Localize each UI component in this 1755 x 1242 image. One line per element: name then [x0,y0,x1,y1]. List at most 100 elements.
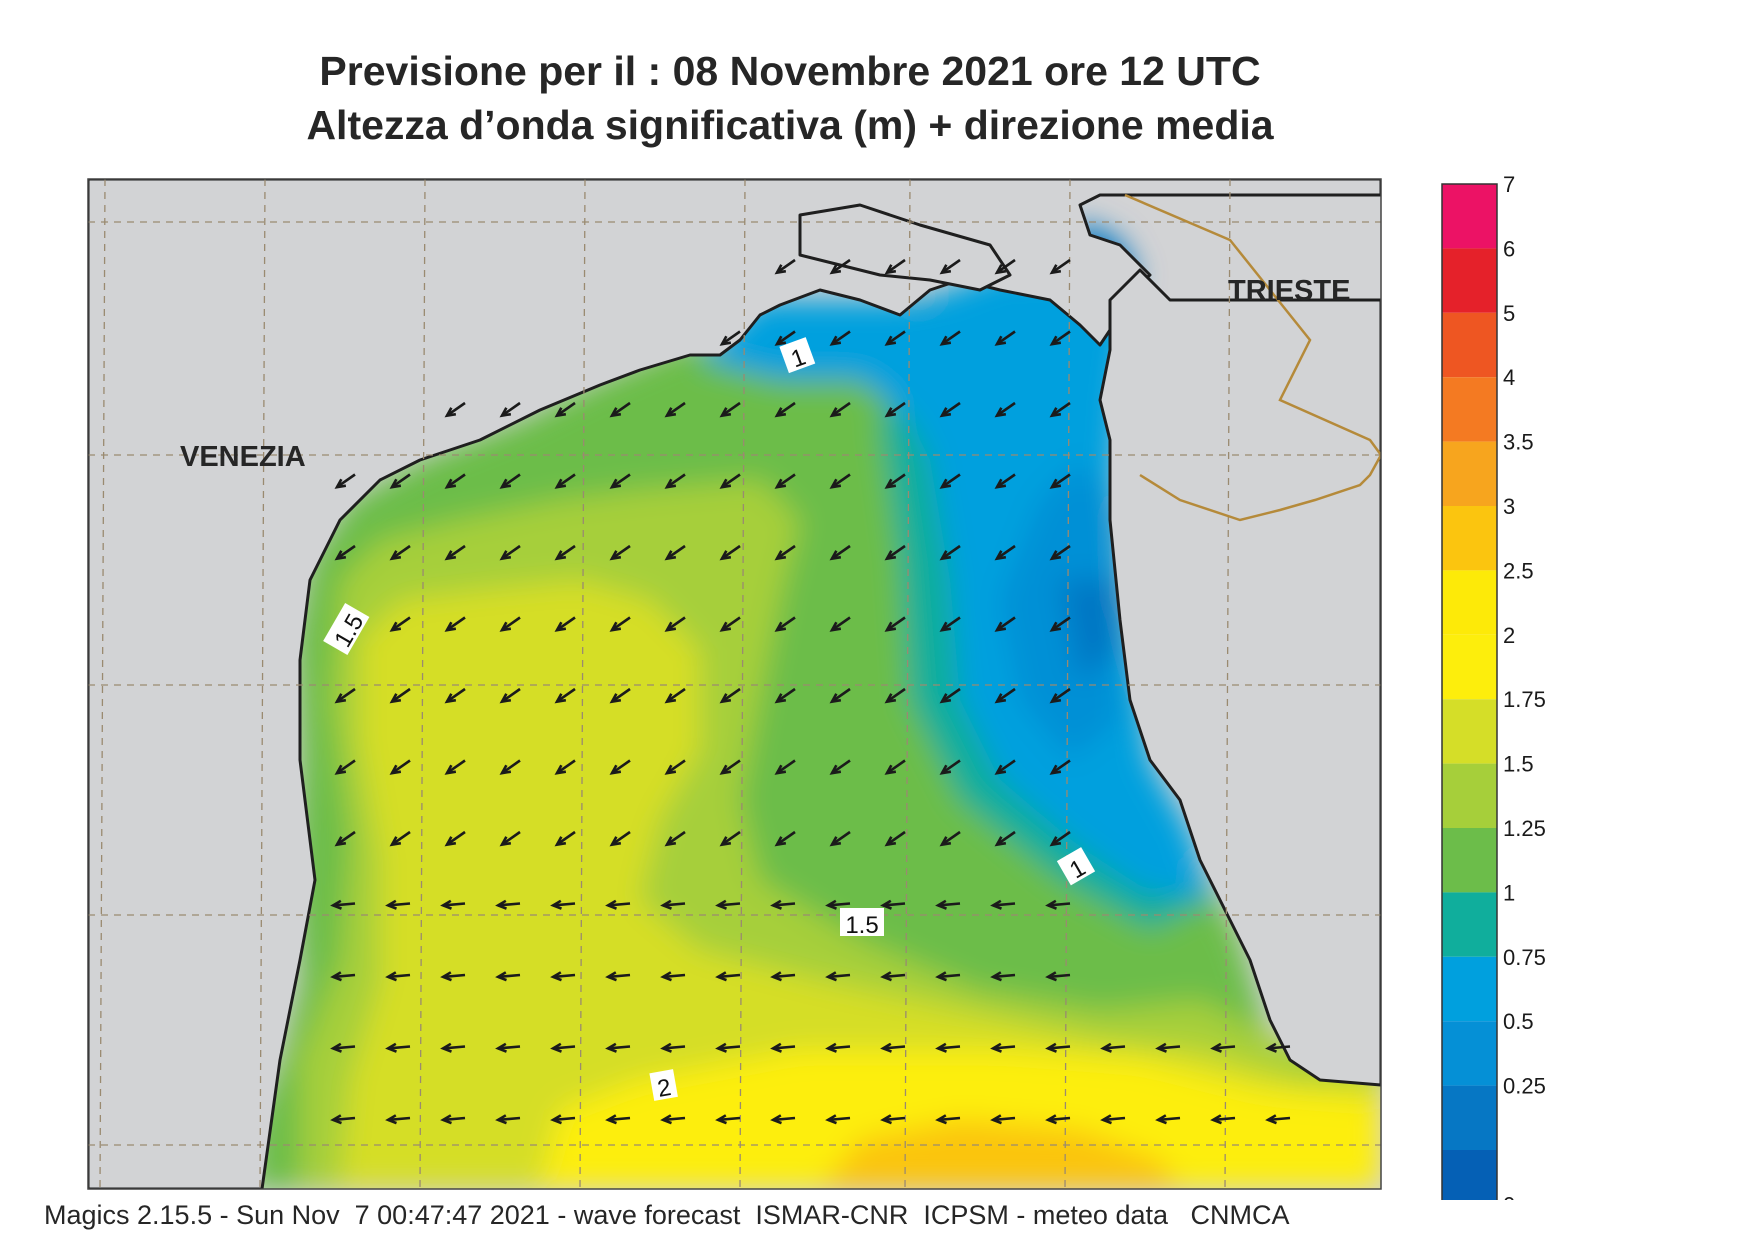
land-east [1098,268,1381,1087]
wave-arrow [937,1116,961,1122]
colorbar-swatch [1442,441,1497,506]
wave-arrow [886,616,906,632]
colorbar-swatch [1442,506,1497,571]
wave-arrow [996,330,1016,346]
wave-arrow [772,1045,796,1050]
wave-arrow-head [825,899,837,910]
wave-arrow-head [609,836,622,847]
wave-arrow [552,1045,576,1050]
wave-arrow [886,759,906,775]
wave-arrow [721,401,741,417]
wave-arrow [882,1045,906,1050]
wave-arrow [827,1116,851,1122]
wave-arrow [776,759,796,775]
wave-arrow [882,1116,906,1122]
wave-arrow [501,759,521,775]
colorbar-label: 3 [1503,494,1515,519]
wave-arrow [886,258,906,274]
wave-arrow [556,830,576,846]
wave-arrow [607,1116,631,1122]
wave-arrow-head [884,764,897,775]
colorbar-label: 2.5 [1503,558,1534,583]
wave-arrow [1212,1116,1236,1122]
wave-arrow-head [499,764,512,775]
wave-arrow [391,830,411,846]
wave-arrow-head [939,764,952,775]
map-title-line2: Altezza d’onda significativa (m) + direz… [306,102,1274,148]
wave-arrow [1047,902,1071,907]
wave-arrow-head [440,1042,452,1053]
wave-arrow-head [1210,1114,1222,1125]
wave-arrow [501,473,521,489]
wave-arrow-head [884,836,897,847]
colorbar-label: 4 [1503,365,1515,390]
wave-arrow [1051,830,1071,846]
wave-arrow [937,973,961,979]
wave-arrow-head [664,764,677,775]
wave-arrow [886,687,906,703]
wave-arrow-head [994,407,1007,418]
sea-zone-2-50 [820,1120,1180,1189]
wave-arrow-head [990,1114,1002,1125]
wave-arrow [1102,1116,1126,1122]
wave-arrow [1047,1116,1071,1122]
wave-arrow [611,401,631,417]
wave-arrow [1267,1116,1291,1122]
wave-arrow [1157,1045,1181,1050]
wave-arrow [662,902,686,907]
wave-arrow [552,902,576,907]
wave-arrow [336,830,356,846]
wave-arrow [827,902,851,907]
wave-arrow-head [715,1114,727,1125]
wave-arrow-head [1045,1042,1057,1053]
wave-arrow [776,687,796,703]
wave-arrow [831,616,851,632]
wave-arrow-head [829,550,842,561]
wave-arrow [611,759,631,775]
wave-arrow [391,473,411,489]
wave-map: 1 1.5 1 1.5 2 VENEZIA TRIESTE 7 6 5 4 3.5 3 2.… [87,172,1546,1200]
wave-arrow-head [1049,264,1062,275]
wave-arrow [717,973,741,979]
wave-arrow-head [334,764,347,775]
contour-label-2: 2 [655,1074,673,1103]
wave-arrow-head [990,899,1002,910]
wave-arrow [1051,616,1071,632]
wave-arrow [992,902,1016,907]
wave-arrow-head [554,693,567,704]
wave-arrow-head [994,264,1007,275]
colorbar-swatch [1442,377,1497,442]
wave-arrow [497,1116,521,1122]
wave-arrow [1051,759,1071,775]
wave-arrow [886,330,906,346]
wave-arrow-head [1049,407,1062,418]
wave-arrow-head [444,621,457,632]
wave-arrow-head [774,335,787,346]
wave-arrow [721,544,741,560]
city-label-trieste: TRIESTE [1228,275,1350,307]
wave-arrow-head [499,621,512,632]
wave-arrow-head [1049,478,1062,489]
wave-arrow-head [994,478,1007,489]
map-title-line1: Previsione per il : 08 Novembre 2021 ore… [319,48,1261,94]
colorbar-label: 1.5 [1503,752,1534,777]
wave-height-field: 1 1.5 1 1.5 2 VENEZIA TRIESTE [88,179,1381,1189]
wave-arrow-head [609,621,622,632]
wave-arrow-head [719,550,732,561]
wave-arrow-head [389,693,402,704]
wave-arrow [556,759,576,775]
wave-arrow-head [1049,550,1062,561]
wave-arrow [992,973,1016,979]
wave-arrow [1051,258,1071,274]
wave-arrow [776,616,796,632]
wave-arrow [446,687,466,703]
wave-arrow-head [774,550,787,561]
wave-arrow [607,902,631,907]
wave-arrow-head [444,693,457,704]
wave-arrow [831,330,851,346]
wave-arrow [387,902,411,907]
wave-arrow-head [609,407,622,418]
wave-arrow-head [994,693,1007,704]
wave-arrow [336,473,356,489]
wave-arrow [1212,1045,1236,1050]
